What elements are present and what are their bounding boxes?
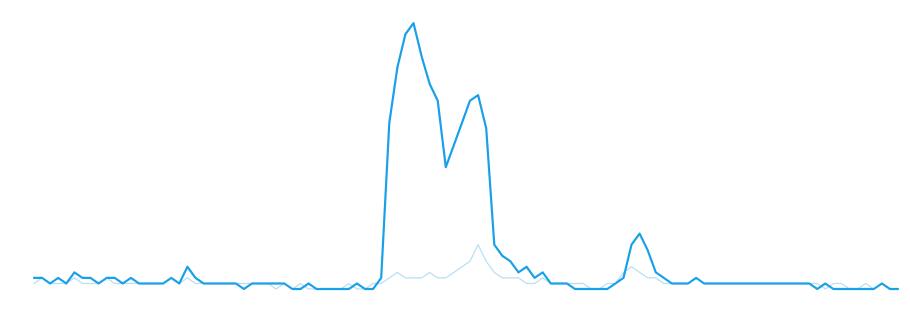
series-lines xyxy=(32,14,900,291)
series-line-1 xyxy=(32,22,900,291)
